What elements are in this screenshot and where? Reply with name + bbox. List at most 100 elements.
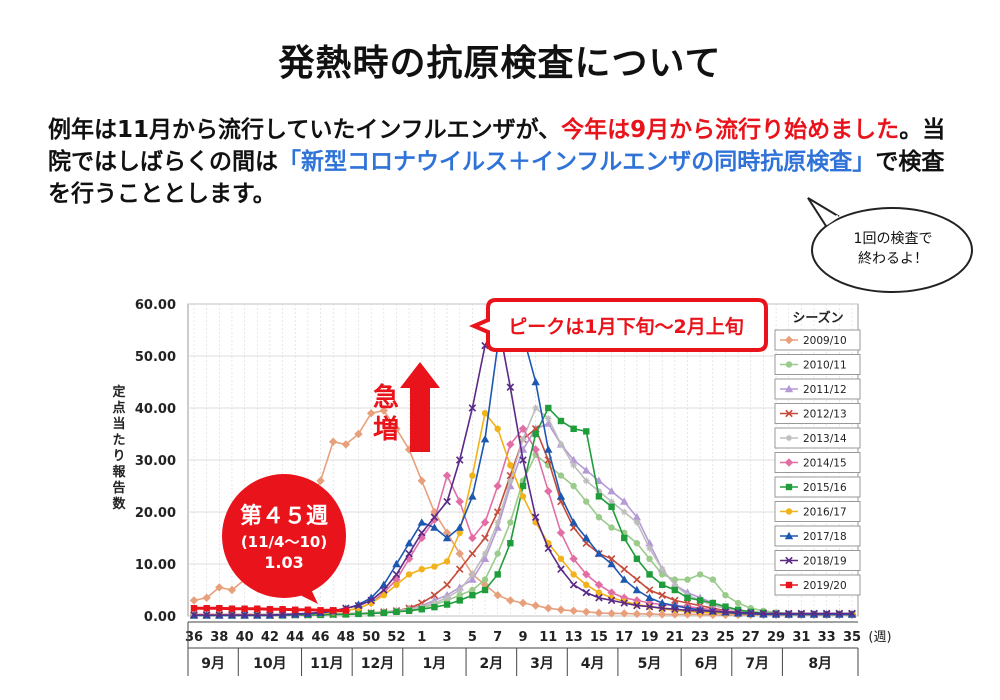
data-point — [646, 545, 653, 552]
x-tick-label: 5 — [468, 630, 477, 645]
surge-arrow — [400, 362, 440, 452]
data-point — [442, 533, 452, 542]
data-point — [583, 581, 590, 588]
data-point — [481, 410, 489, 417]
data-point — [279, 606, 286, 613]
data-point — [582, 466, 591, 474]
data-point — [342, 611, 350, 618]
data-point — [544, 419, 553, 427]
x-tick-label: 1 — [417, 630, 426, 645]
data-point — [531, 513, 540, 521]
peak-callout-text: ピークは1月下旬～2月上旬 — [508, 315, 743, 338]
legend-label: 2013/14 — [803, 433, 847, 445]
x-tick-label: 35 — [843, 630, 861, 645]
data-point — [569, 606, 578, 615]
data-point — [759, 609, 768, 618]
data-point — [784, 609, 793, 618]
data-point — [418, 566, 425, 573]
data-point — [431, 603, 438, 611]
legend-label: 2014/15 — [803, 458, 847, 470]
data-point — [632, 585, 642, 594]
data-point — [709, 607, 717, 616]
data-point — [292, 606, 299, 613]
data-point — [608, 524, 615, 531]
data-point — [328, 437, 338, 446]
data-point — [621, 508, 628, 516]
legend-label: 2009/10 — [803, 335, 847, 347]
data-point — [455, 523, 464, 531]
data-point — [507, 540, 514, 547]
legend-label: 2010/11 — [803, 360, 847, 372]
data-point — [519, 456, 527, 464]
peak-callout-box — [468, 298, 768, 352]
data-point — [404, 539, 414, 547]
data-point — [380, 586, 388, 594]
data-point — [430, 515, 439, 524]
lead-text-2: 。当院ではしばらくの間は — [48, 117, 946, 175]
data-point — [569, 581, 578, 589]
data-point — [531, 377, 540, 386]
data-point — [494, 425, 501, 432]
month-label: 6月 — [695, 656, 719, 672]
data-point — [469, 472, 476, 479]
x-tick-label: 42 — [261, 630, 279, 645]
legend-item-box — [774, 574, 861, 596]
x-tick-label: 46 — [311, 630, 329, 645]
x-tick-label: 15 — [590, 630, 608, 645]
data-point — [607, 596, 616, 605]
data-point — [544, 487, 553, 496]
data-point — [620, 593, 629, 602]
data-point — [658, 581, 666, 588]
month-label: 3月 — [530, 656, 554, 672]
legend-label: 2015/16 — [803, 482, 847, 494]
data-point — [545, 415, 552, 422]
data-point — [215, 611, 224, 619]
data-point — [443, 601, 451, 608]
data-point — [544, 544, 553, 553]
data-point — [480, 554, 490, 562]
data-point — [645, 586, 654, 594]
data-point — [684, 576, 691, 583]
data-point — [696, 597, 704, 604]
y-axis-label-char: 数 — [112, 496, 126, 512]
data-point — [583, 428, 590, 435]
data-point — [620, 575, 629, 583]
data-point — [582, 533, 591, 542]
data-point — [557, 555, 565, 562]
data-point — [317, 607, 324, 614]
data-point — [784, 335, 794, 345]
data-point — [190, 605, 198, 612]
x-tick-label: 25 — [716, 630, 734, 645]
data-point — [442, 528, 452, 537]
data-point — [203, 605, 210, 612]
data-point — [417, 518, 426, 526]
data-point — [392, 570, 401, 579]
data-point — [557, 565, 565, 573]
month-label: 11月 — [310, 656, 343, 672]
data-point — [620, 497, 629, 505]
legend-item-box — [774, 329, 861, 351]
data-point — [722, 603, 729, 610]
data-point — [493, 591, 502, 600]
data-point — [404, 554, 414, 563]
data-point — [519, 436, 527, 443]
data-point — [329, 607, 337, 614]
data-point — [493, 481, 502, 491]
data-point — [216, 605, 223, 612]
data-point — [241, 605, 248, 612]
legend: シーズン 2009/10 2010/11 2011/12 2012/13 2013/14 2… — [774, 310, 861, 596]
y-axis-label-char: 報 — [112, 464, 126, 480]
data-point — [671, 596, 679, 605]
data-point — [367, 596, 375, 605]
data-point — [316, 476, 325, 485]
data-point — [646, 555, 653, 562]
data-point — [506, 596, 515, 605]
data-point — [645, 602, 654, 611]
data-point — [657, 598, 667, 607]
data-point — [443, 594, 451, 601]
x-tick-label: 11 — [539, 630, 557, 645]
data-point — [721, 608, 730, 616]
data-point — [506, 440, 515, 449]
data-point — [658, 566, 666, 573]
month-label: 10月 — [253, 656, 286, 672]
